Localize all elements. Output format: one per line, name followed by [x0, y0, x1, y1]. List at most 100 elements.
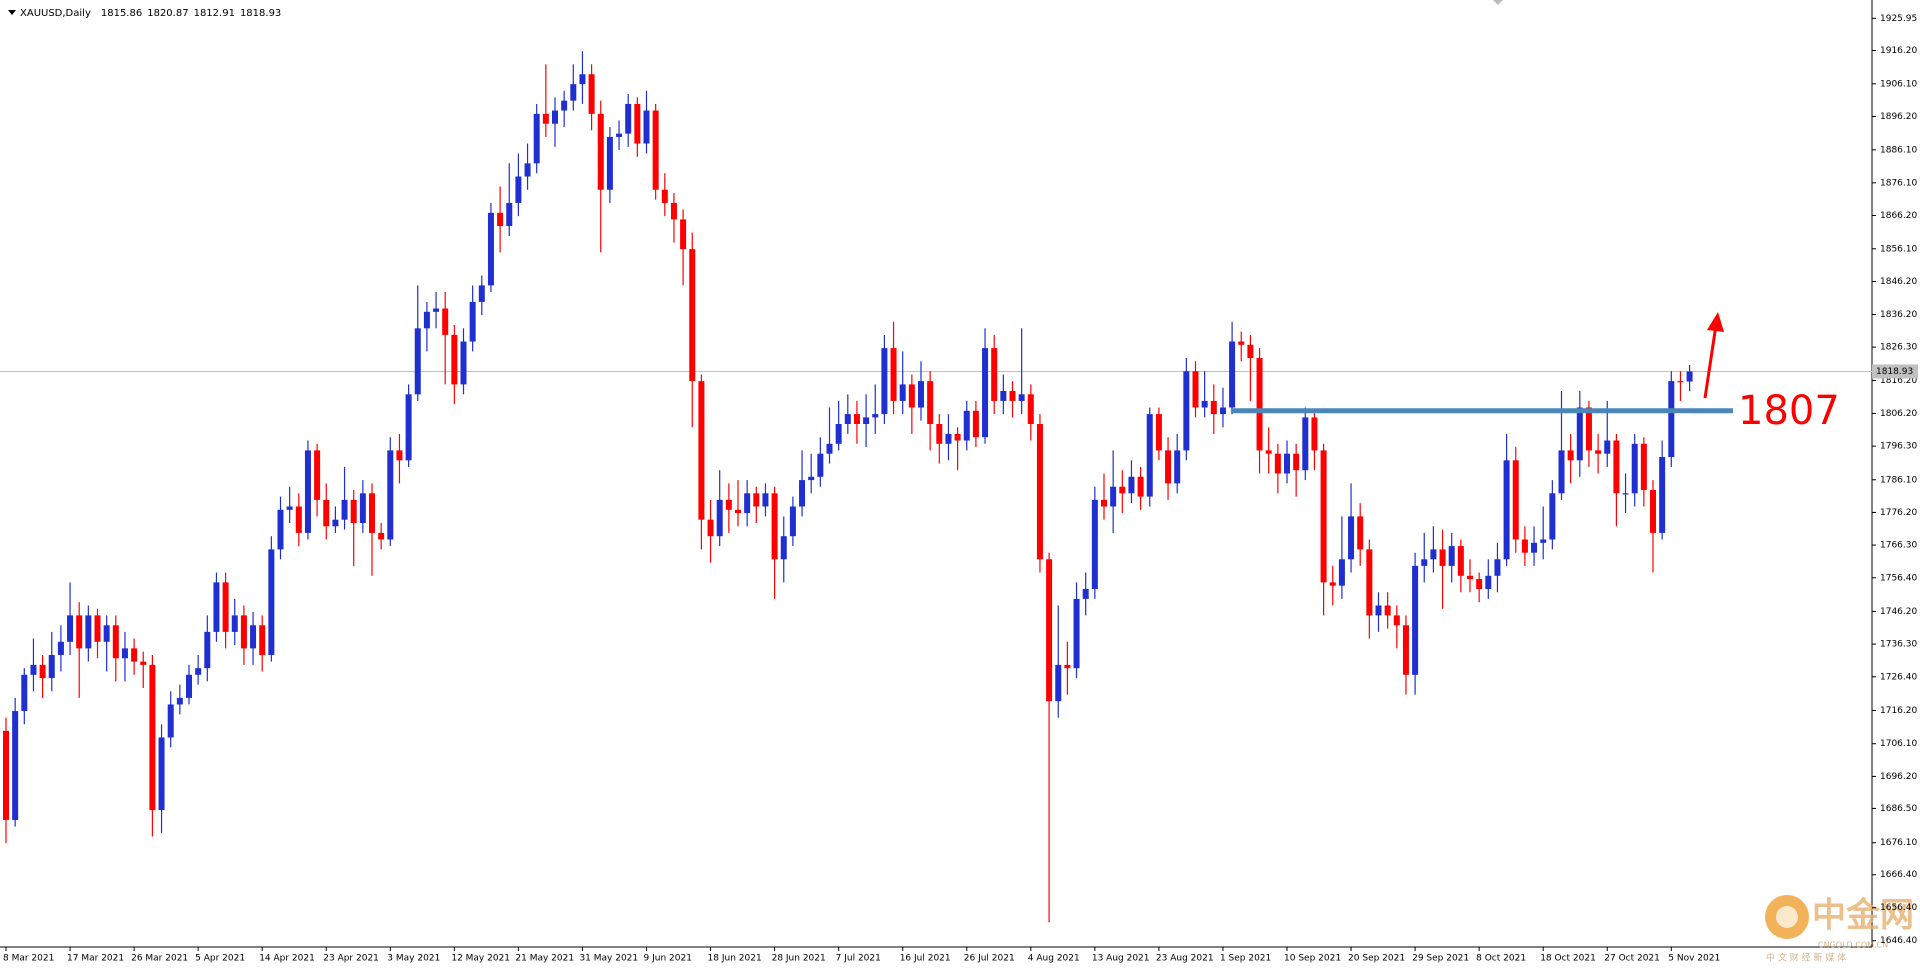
candle-body [1613, 440, 1620, 494]
candle-body [1155, 414, 1162, 451]
candle-body [1229, 341, 1236, 408]
candle-body [497, 212, 504, 227]
candle-body [250, 625, 257, 649]
candle-body [991, 348, 998, 401]
x-tick-label: 26 Mar 2021 [131, 954, 188, 964]
candle-body [369, 493, 375, 533]
candle-body [1622, 493, 1629, 495]
menu-arrow[interactable] [8, 10, 16, 15]
candle-body [1476, 579, 1483, 589]
x-tick-label: 23 Apr 2021 [323, 954, 379, 964]
candle-body [1201, 400, 1208, 408]
candle-body [1073, 598, 1080, 669]
header-close: 1818.93 [240, 8, 281, 19]
candle-body [1000, 391, 1007, 401]
candle-body [1650, 489, 1656, 533]
x-tick-label: 18 Jun 2021 [708, 954, 762, 964]
candle-body [753, 493, 760, 507]
candle-body [176, 697, 183, 705]
candle-body [1604, 440, 1611, 454]
candles [3, 51, 1693, 923]
candle-body [744, 493, 751, 514]
candle-body [341, 499, 348, 520]
x-tick-label: 5 Apr 2021 [195, 954, 245, 964]
level-label: 1807 [1738, 388, 1840, 434]
watermark: 中金网 CNGOLD.COM.CN 中 文 财 经 新 媒 体 [1765, 895, 1914, 964]
y-tick-label: 1906.10 [1880, 79, 1917, 89]
candle-body [149, 664, 156, 811]
candle-body [1659, 457, 1666, 533]
y-tick-label: 1776.20 [1880, 508, 1917, 518]
candle-body [1128, 476, 1135, 494]
candle-body [1018, 394, 1025, 401]
x-tick-label: 18 Oct 2021 [1540, 954, 1596, 964]
y-tick-label: 1646.40 [1880, 936, 1917, 946]
candle-body [1467, 575, 1473, 580]
candle-body [570, 84, 577, 101]
y-tick-label: 1916.20 [1880, 46, 1917, 56]
candle-body [890, 348, 897, 401]
candle-body [661, 189, 668, 203]
candle-body [1595, 450, 1602, 454]
y-tick-label: 1676.10 [1880, 838, 1917, 848]
candle-body [606, 136, 613, 190]
y-tick-label: 1925.95 [1880, 14, 1917, 24]
candle-body [1457, 546, 1464, 576]
y-tick-label: 1726.40 [1880, 672, 1917, 682]
candle-body [405, 394, 412, 461]
candle-body [1558, 450, 1565, 494]
candle-body [881, 348, 888, 415]
candle-body [936, 424, 943, 444]
candle-body [707, 519, 714, 537]
candle-body [1091, 499, 1098, 589]
candle-body [1521, 539, 1528, 553]
x-tick-label: 4 Aug 2021 [1028, 954, 1080, 964]
candle-body [799, 480, 806, 507]
arrow-shaft [1703, 324, 1718, 399]
y-tick-label: 1756.40 [1880, 573, 1917, 583]
x-tick-label: 1 Sep 2021 [1220, 954, 1271, 964]
candle-body [1137, 476, 1144, 497]
x-tick-label: 14 Apr 2021 [259, 954, 315, 964]
y-tick-label: 1816.20 [1880, 376, 1917, 386]
candle-body [1384, 605, 1391, 616]
candle-body [1165, 450, 1172, 484]
price-label: 1818.93 [1876, 367, 1913, 377]
watermark-logo-inner [1776, 906, 1798, 928]
candle-body [1430, 549, 1437, 560]
candle-body [927, 381, 934, 425]
candle-body [652, 110, 659, 190]
x-tick-label: 5 Nov 2021 [1668, 954, 1720, 964]
candle-body [1265, 450, 1272, 454]
y-tick-label: 1656.40 [1880, 903, 1917, 913]
candle-body [186, 674, 192, 698]
candle-body [789, 506, 796, 537]
candle-body [1503, 460, 1510, 560]
x-tick-label: 26 Jul 2021 [964, 954, 1015, 964]
candle-body [487, 212, 494, 286]
candle-body [716, 499, 723, 537]
candle-body [414, 328, 421, 395]
candle-body [423, 311, 430, 329]
watermark-slogan: 中 文 财 经 新 媒 体 [1766, 952, 1846, 964]
candle-body [460, 341, 467, 385]
candle-body [533, 113, 540, 164]
candle-body [853, 414, 860, 425]
candle-body [515, 176, 522, 203]
candle-body [735, 509, 741, 514]
x-tick-label: 12 May 2021 [451, 954, 510, 964]
candle-body [817, 453, 824, 477]
candle-body [442, 308, 449, 335]
candle-body [1512, 460, 1519, 540]
candle-body [304, 450, 311, 533]
candle-body [103, 625, 110, 642]
candle-body [1540, 539, 1547, 543]
candle-body [524, 163, 531, 177]
candle-body [39, 664, 46, 679]
candle-body [1174, 450, 1181, 484]
candle-body [387, 450, 394, 540]
y-tick-label: 1876.10 [1880, 178, 1917, 188]
candle-body [1357, 516, 1364, 550]
candle-body [863, 417, 870, 425]
